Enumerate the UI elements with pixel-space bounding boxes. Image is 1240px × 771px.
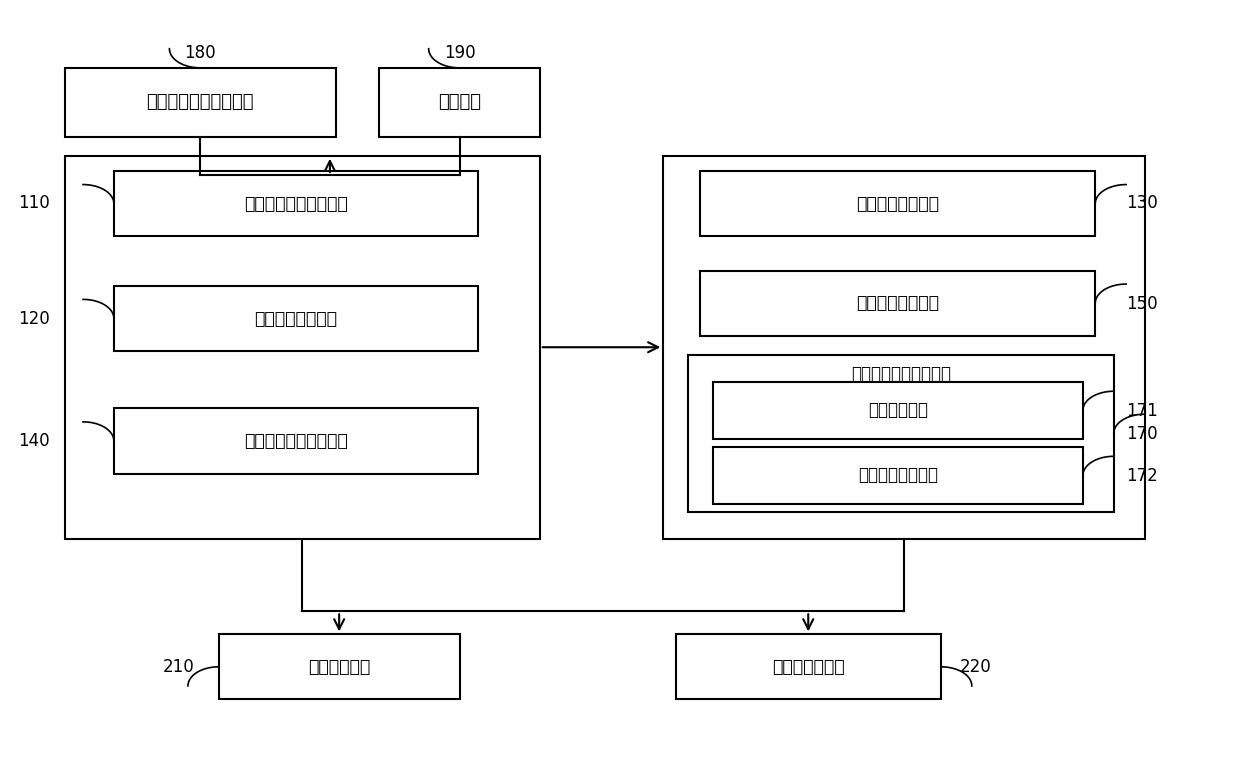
Text: 140: 140 xyxy=(19,433,50,450)
Text: 171: 171 xyxy=(1126,402,1158,419)
Text: 冠脉模型分段模块: 冠脉模型分段模块 xyxy=(857,195,939,213)
Text: 220: 220 xyxy=(960,658,991,676)
Text: 牛眼图生成模块: 牛眼图生成模块 xyxy=(773,658,844,676)
FancyBboxPatch shape xyxy=(64,68,336,136)
FancyBboxPatch shape xyxy=(114,286,479,351)
FancyBboxPatch shape xyxy=(218,635,460,699)
Text: 110: 110 xyxy=(17,194,50,212)
Text: 130: 130 xyxy=(1126,194,1158,212)
FancyBboxPatch shape xyxy=(713,446,1083,504)
Text: 150: 150 xyxy=(1126,295,1158,312)
Text: 图像显示模块: 图像显示模块 xyxy=(308,658,371,676)
FancyBboxPatch shape xyxy=(663,156,1145,539)
Text: 心肌缺血程度计算模块: 心肌缺血程度计算模块 xyxy=(851,365,951,383)
FancyBboxPatch shape xyxy=(701,271,1095,335)
Text: 180: 180 xyxy=(185,43,216,62)
Text: 170: 170 xyxy=(1126,425,1158,443)
Text: 距离计算单元: 距离计算单元 xyxy=(868,402,928,419)
Text: 心肌网格模型构造模块: 心肌网格模型构造模块 xyxy=(146,93,254,111)
Text: 冠脉影像提供模块: 冠脉影像提供模块 xyxy=(254,309,337,328)
FancyBboxPatch shape xyxy=(676,635,941,699)
FancyBboxPatch shape xyxy=(114,171,479,236)
FancyBboxPatch shape xyxy=(114,409,479,473)
FancyBboxPatch shape xyxy=(64,156,539,539)
Text: 缺血程度计算单元: 缺血程度计算单元 xyxy=(858,466,937,484)
Text: 120: 120 xyxy=(17,310,50,328)
FancyBboxPatch shape xyxy=(713,382,1083,439)
Text: 心肌网格模型提供模块: 心肌网格模型提供模块 xyxy=(244,195,348,213)
Text: 172: 172 xyxy=(1126,466,1158,485)
FancyBboxPatch shape xyxy=(688,355,1114,512)
Text: 210: 210 xyxy=(162,658,195,676)
Text: 冠脉供血数据提供模块: 冠脉供血数据提供模块 xyxy=(244,432,348,450)
Text: 190: 190 xyxy=(444,43,475,62)
FancyBboxPatch shape xyxy=(379,68,539,136)
Text: 存储模块: 存储模块 xyxy=(438,93,481,111)
Text: 分段供血数据模块: 分段供血数据模块 xyxy=(857,295,939,312)
FancyBboxPatch shape xyxy=(701,171,1095,236)
